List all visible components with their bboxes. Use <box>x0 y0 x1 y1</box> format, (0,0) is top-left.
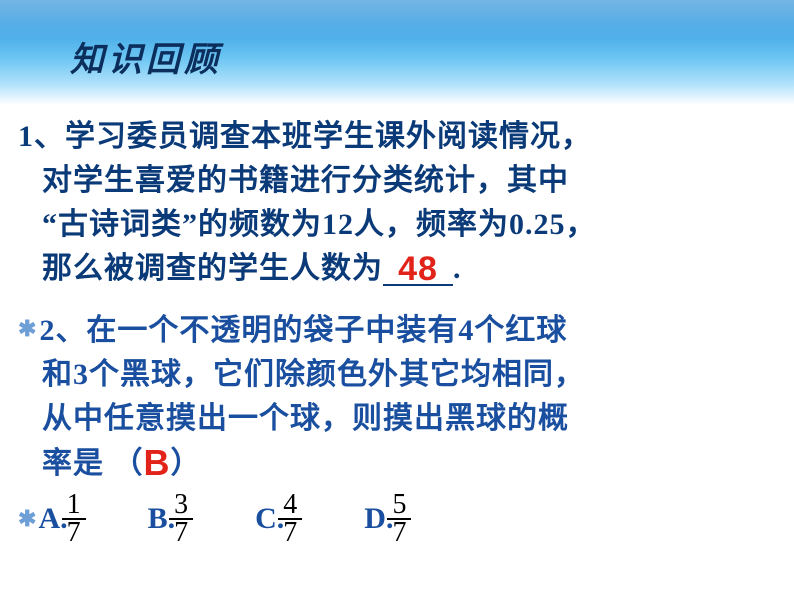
content-area: 1、学习委员调查本班学生课外阅读情况， 对学生喜爱的书籍进行分类统计，其中 “古… <box>18 115 776 546</box>
q1-period: . <box>453 252 462 285</box>
q1-line3: “古诗词类”的频数为12人，频率为0.25， <box>18 203 776 247</box>
frac-num: 1 <box>62 492 86 520</box>
slide-title: 知识回顾 <box>70 32 222 81</box>
frac-den: 7 <box>62 520 86 546</box>
q2-line4a: 率是 （ <box>42 447 144 480</box>
header-band: 知识回顾 <box>0 0 794 105</box>
option-a: A. 1 7 <box>38 492 85 546</box>
frac-den: 7 <box>387 520 411 546</box>
option-b-fraction: 3 7 <box>169 492 193 546</box>
frac-den: 7 <box>278 520 302 546</box>
q1-line4-text: 那么被调查的学生人数为 <box>42 252 383 285</box>
frac-den: 7 <box>169 520 193 546</box>
q1-line4: 那么被调查的学生人数为 48. <box>18 247 776 291</box>
q1-line2: 对学生喜爱的书籍进行分类统计，其中 <box>18 159 776 203</box>
frac-num: 4 <box>278 492 302 520</box>
q2-answer: B <box>144 442 171 483</box>
option-c-fraction: 4 7 <box>278 492 302 546</box>
frac-num: 3 <box>169 492 193 520</box>
option-d: D. 5 7 <box>364 492 411 546</box>
option-b: B. 3 7 <box>148 492 194 546</box>
q1-line1: 1、学习委员调查本班学生课外阅读情况， <box>18 120 592 153</box>
option-d-fraction: 5 7 <box>387 492 411 546</box>
option-c: C. 4 7 <box>255 492 302 546</box>
q2-line3: 从中任意摸出一个球，则摸出黑球的概 <box>18 397 776 441</box>
option-a-fraction: 1 7 <box>62 492 86 546</box>
q1-blank: 48 <box>383 252 453 286</box>
frac-num: 5 <box>387 492 411 520</box>
question-1: 1、学习委员调查本班学生课外阅读情况， 对学生喜爱的书籍进行分类统计，其中 “古… <box>18 115 776 291</box>
q2-line1: 2、在一个不透明的袋子中装有4个红球 <box>39 314 567 347</box>
options-row: ✱ A. 1 7 B. 3 7 C. 4 7 <box>18 492 776 546</box>
q2-line4: 率是 （B） <box>18 441 776 486</box>
question-2: ✱2、在一个不透明的袋子中装有4个红球 和3个黑球，它们除颜色外其它均相同， 从… <box>18 307 776 486</box>
bullet-icon: ✱ <box>18 316 37 341</box>
slide: 知识回顾 1、学习委员调查本班学生课外阅读情况， 对学生喜爱的书籍进行分类统计，… <box>0 0 794 596</box>
bullet-icon: ✱ <box>18 506 36 532</box>
q2-line4b: ） <box>171 447 202 480</box>
q2-line2: 和3个黑球，它们除颜色外其它均相同， <box>18 353 776 397</box>
q1-answer: 48 <box>398 250 438 288</box>
